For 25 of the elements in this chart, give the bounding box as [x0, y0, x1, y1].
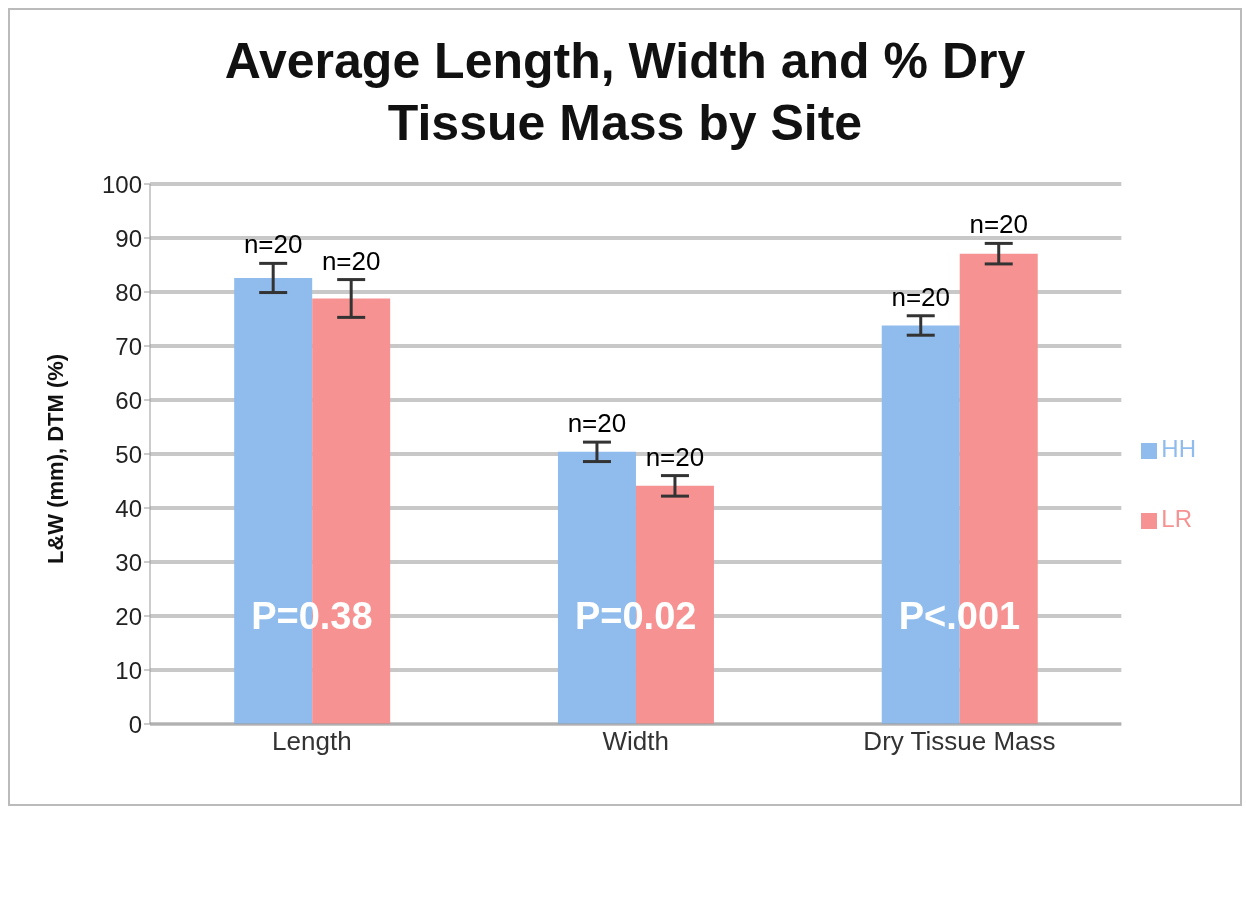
y-tick-label: 70 [115, 332, 142, 360]
annotation: n=20 [969, 209, 1029, 240]
y-tick-label: 100 [101, 170, 142, 198]
y-axis-title: L&W (mm), DTM (%) [42, 353, 68, 564]
chart-title: Average Length, Width and % Dry Tissue Mass by Site [223, 32, 1027, 153]
y-tick-label: 60 [115, 386, 142, 414]
x-tick-label: Dry Tissue Mass [863, 726, 1056, 757]
annotation: n=20 [891, 281, 951, 312]
annotation: P=0.02 [574, 595, 697, 638]
y-tick-label: 20 [115, 602, 142, 630]
x-tick-label: Width [602, 726, 669, 757]
legend-label: HH [1161, 435, 1196, 462]
y-tick-label: 0 [128, 710, 142, 738]
y-tick-label: 90 [115, 224, 142, 252]
legend-label: LR [1161, 505, 1193, 532]
y-tick-label: 80 [115, 278, 142, 306]
annotation: n=20 [645, 441, 705, 472]
annotation: n=20 [567, 408, 627, 439]
annotation: n=20 [243, 229, 303, 260]
y-tick-label: 50 [115, 440, 142, 468]
annotation: n=20 [321, 245, 381, 276]
y-tick-label: 30 [115, 548, 142, 576]
y-tick-label: 10 [115, 656, 142, 684]
x-tick-label: Length [272, 726, 352, 757]
y-tick-label: 40 [115, 494, 142, 522]
